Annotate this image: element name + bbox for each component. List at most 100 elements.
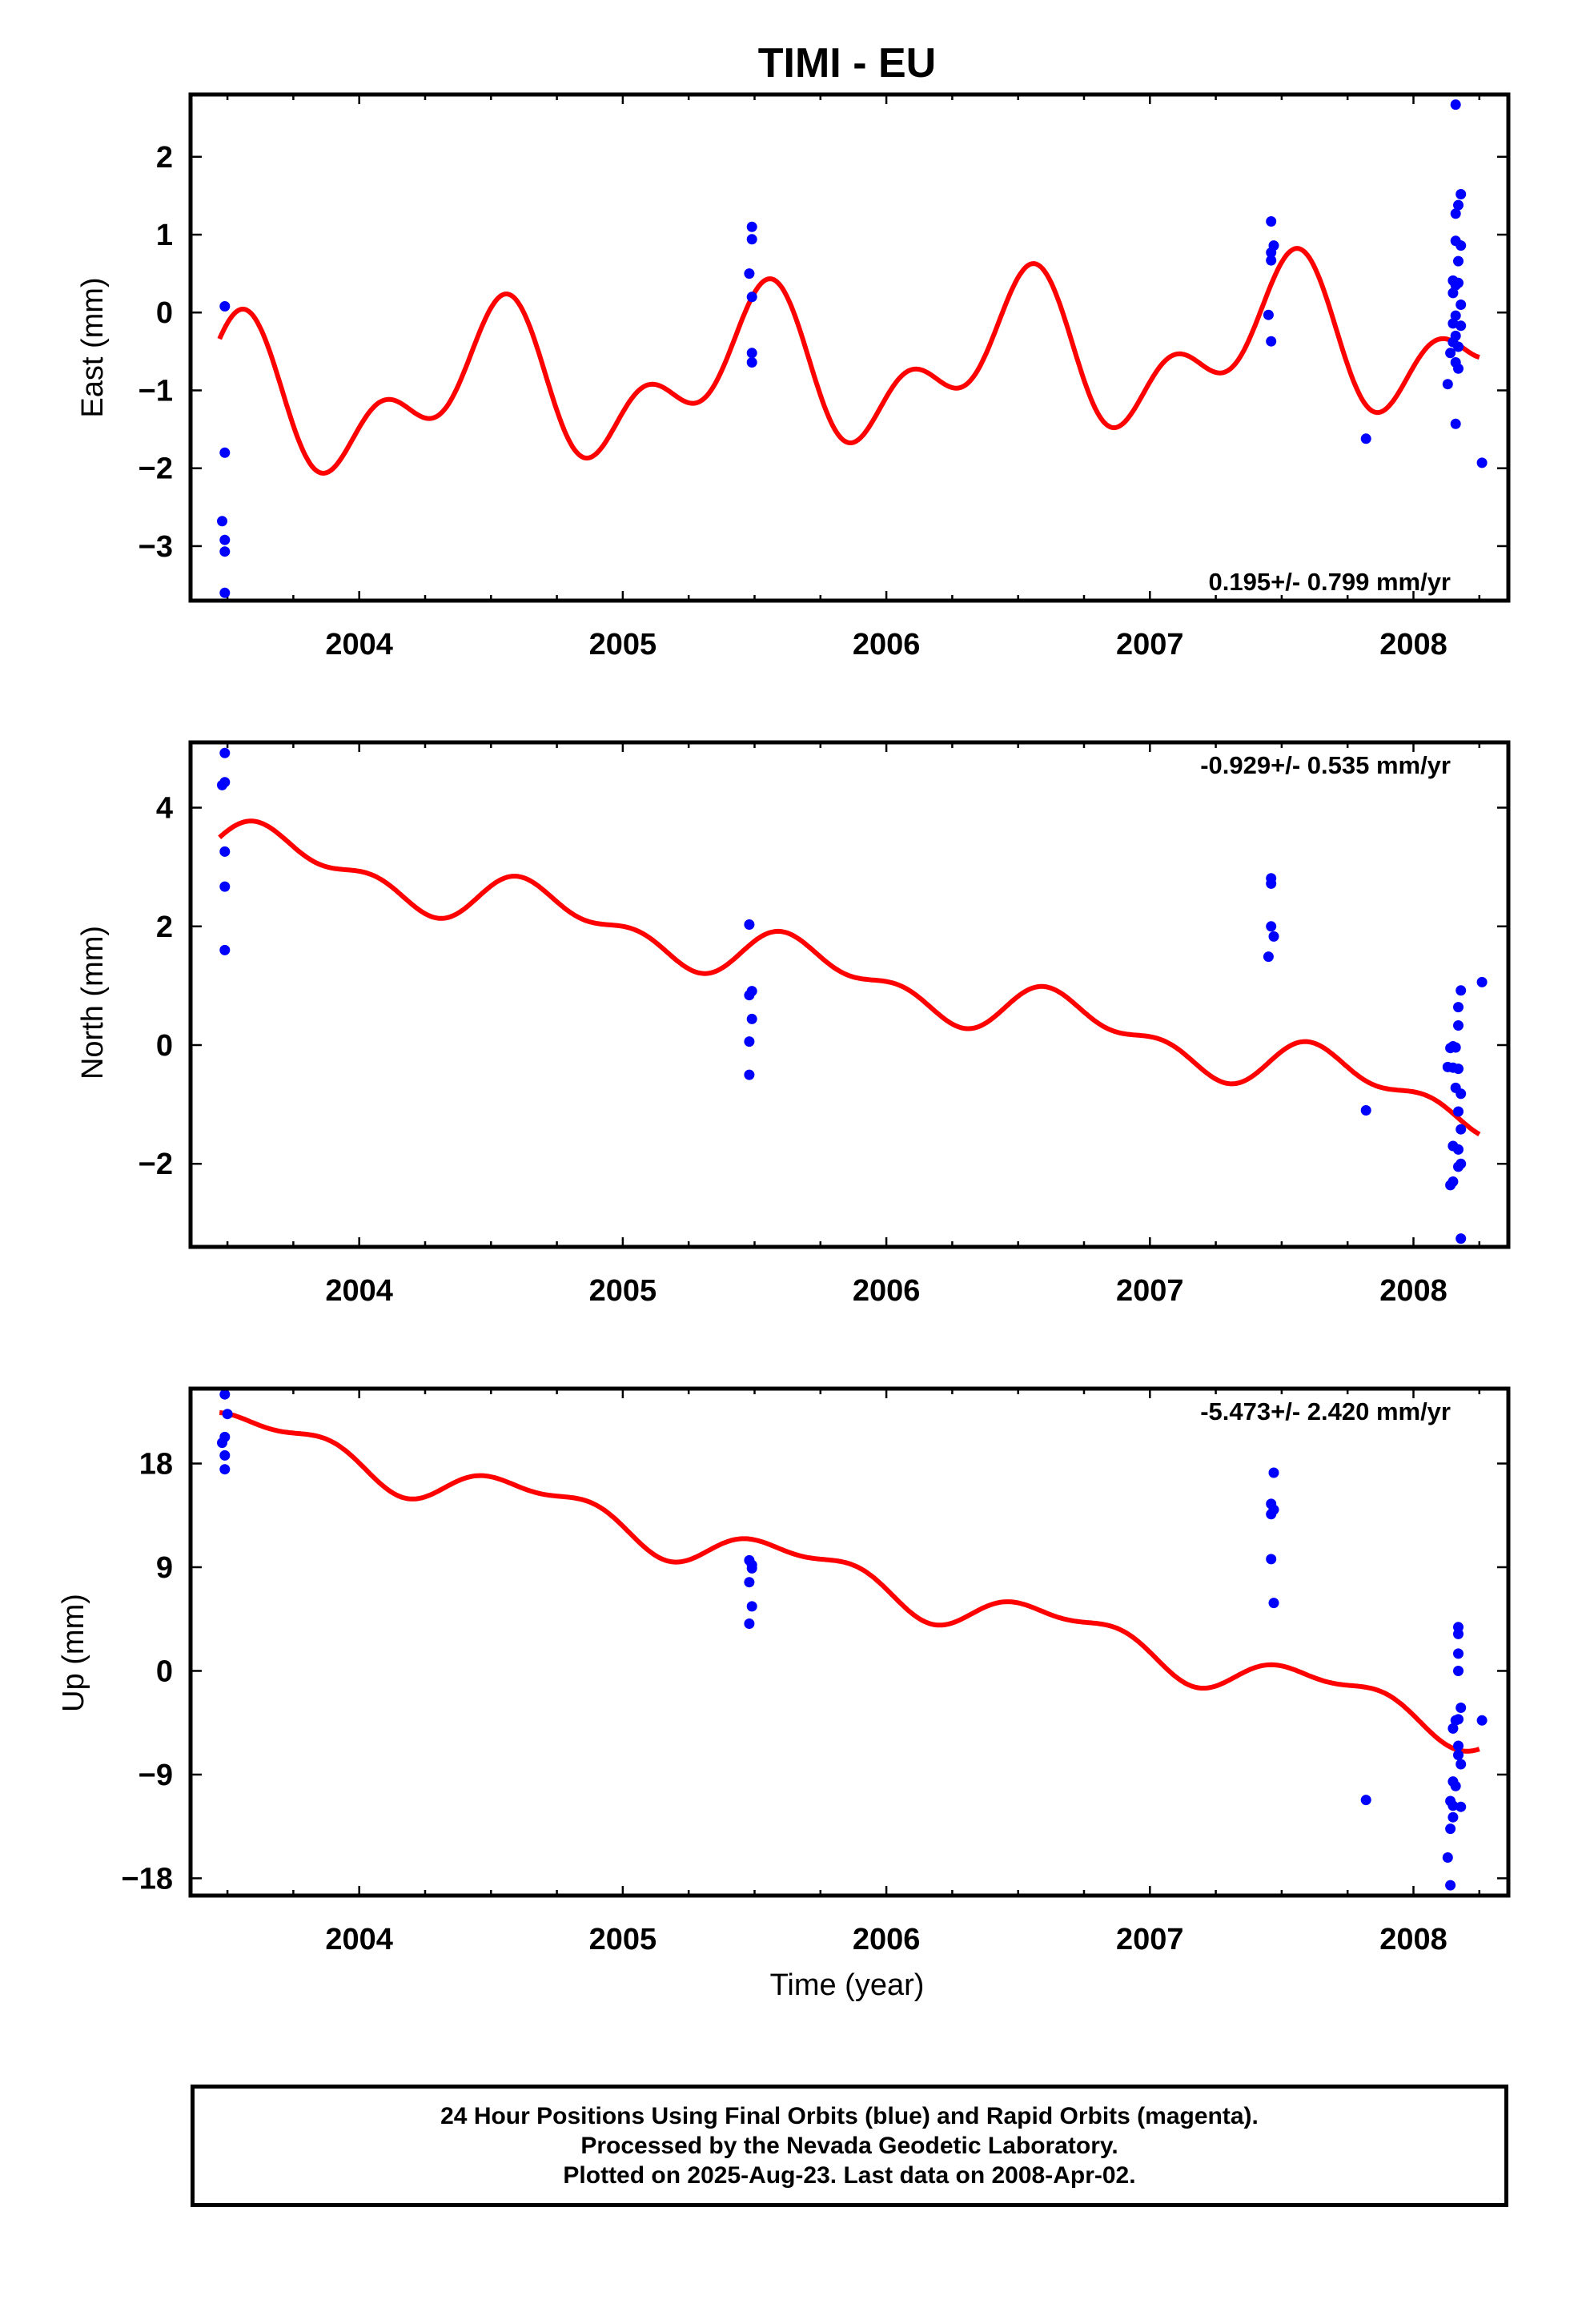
data-point — [1453, 199, 1464, 211]
data-point — [744, 1577, 755, 1588]
data-point — [1447, 318, 1459, 329]
data-point — [219, 747, 231, 758]
data-point — [1453, 1648, 1464, 1659]
x-tick-label: 2008 — [1379, 628, 1447, 661]
data-point — [219, 447, 231, 458]
model-fit-curve — [218, 818, 1481, 1136]
data-point — [1360, 1795, 1371, 1806]
data-point — [1456, 985, 1467, 996]
data-point — [1456, 240, 1467, 251]
y-tick-label: 9 — [156, 1551, 173, 1585]
data-point — [219, 546, 231, 557]
data-point — [746, 221, 757, 232]
x-tick-label: 2005 — [589, 1274, 657, 1308]
data-point — [746, 1562, 757, 1574]
data-point — [744, 990, 755, 1001]
data-point — [1266, 878, 1277, 889]
data-point — [1476, 1715, 1488, 1726]
data-point — [219, 1389, 231, 1400]
caption-box: 24 Hour Positions Using Final Orbits (bl… — [191, 2085, 1508, 2207]
data-point — [1456, 1759, 1467, 1770]
y-tick-label: −1 — [139, 374, 173, 408]
data-point — [1442, 379, 1453, 390]
x-tick-label: 2005 — [589, 1923, 657, 1956]
data-point — [1453, 1750, 1464, 1760]
data-point — [1453, 1020, 1464, 1031]
data-point — [1453, 255, 1464, 267]
data-point — [1263, 951, 1274, 963]
data-point — [219, 1449, 231, 1461]
y-tick-label: 18 — [139, 1448, 173, 1482]
x-tick-label: 2006 — [853, 1274, 921, 1308]
data-point — [1456, 320, 1467, 332]
y-axis-label: East (mm) — [76, 277, 110, 417]
data-point — [1456, 300, 1467, 310]
data-point — [1360, 433, 1371, 444]
y-tick-label: −3 — [139, 530, 173, 564]
data-point — [1450, 310, 1461, 321]
plot-frame — [188, 92, 1511, 603]
data-point — [1453, 1002, 1464, 1013]
plot-frame — [188, 1386, 1511, 1898]
data-point — [1456, 1233, 1467, 1244]
y-tick-label: −18 — [122, 1862, 173, 1896]
data-point — [1450, 1780, 1461, 1791]
data-point — [744, 1069, 755, 1080]
rate-label: -5.473+/- 2.420 mm/yr — [1200, 1397, 1451, 1425]
y-tick-label: 2 — [156, 141, 173, 175]
data-point — [1445, 1180, 1456, 1191]
x-tick-label: 2008 — [1379, 1274, 1447, 1308]
plot-frame — [188, 740, 1511, 1249]
data-point — [217, 1437, 227, 1449]
data-point — [1476, 976, 1488, 987]
data-point — [1453, 341, 1464, 352]
data-point — [1453, 363, 1464, 374]
data-point — [744, 1618, 755, 1629]
x-axis-label: Time (year) — [770, 1968, 925, 2002]
data-point — [1453, 1144, 1464, 1155]
rate-label: 0.195+/- 0.799 mm/yr — [1209, 568, 1451, 596]
data-point — [744, 268, 755, 279]
x-tick-label: 2004 — [325, 1923, 393, 1956]
y-tick-label: 1 — [156, 219, 173, 252]
data-point — [219, 881, 231, 892]
data-point — [746, 292, 757, 303]
data-point — [746, 348, 757, 359]
data-point — [1456, 1801, 1467, 1812]
data-point — [1445, 1823, 1456, 1835]
y-tick-label: −2 — [139, 1148, 173, 1181]
data-point — [219, 534, 231, 545]
data-point — [1456, 1703, 1467, 1713]
chart-title: TIMI - EU — [758, 40, 936, 86]
data-point — [1266, 1554, 1277, 1565]
data-point — [1456, 189, 1467, 199]
data-point — [746, 1013, 757, 1024]
y-tick-label: 0 — [156, 296, 173, 330]
data-point — [1266, 1509, 1277, 1520]
y-tick-label: 2 — [156, 911, 173, 944]
model-fit-curve — [219, 1410, 1480, 1754]
up-panel: 2004 2005 2006 2007 2008 −18 −9 0 9 18 Up (mm) -5… — [57, 1386, 1511, 2002]
x-tick-label: 2007 — [1116, 628, 1184, 661]
x-tick-label: 2007 — [1116, 1274, 1184, 1308]
x-tick-label: 2008 — [1379, 1923, 1447, 1956]
data-point — [1268, 1467, 1279, 1478]
data-point — [1450, 1715, 1461, 1726]
data-point — [217, 516, 227, 527]
data-point — [1266, 247, 1277, 258]
north-panel: 2004 2005 2006 2007 2008 −2 0 2 4 North (mm) -0.… — [76, 740, 1511, 1308]
data-point — [1360, 1105, 1371, 1116]
y-axis-label: North (mm) — [76, 926, 110, 1080]
data-point — [1447, 1811, 1459, 1823]
data-point — [1445, 348, 1456, 359]
caption-line: Plotted on 2025-Aug-23. Last data on 200… — [563, 2162, 1136, 2189]
data-point — [746, 1601, 757, 1612]
data-point — [1453, 1666, 1464, 1676]
data-point — [744, 1036, 755, 1047]
data-point — [219, 301, 231, 312]
data-point — [1456, 1124, 1467, 1135]
data-point — [1450, 99, 1461, 111]
data-point — [217, 779, 227, 790]
